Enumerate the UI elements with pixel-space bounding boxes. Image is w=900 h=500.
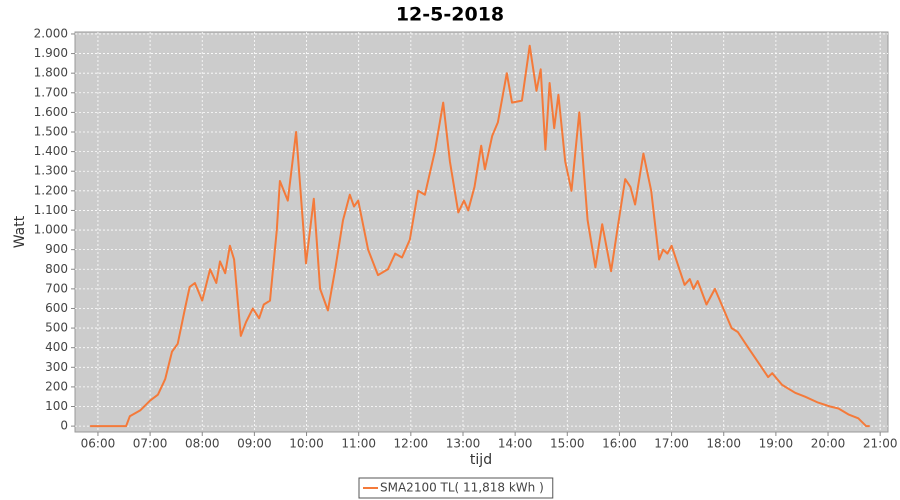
x-tick-label: 11:00 bbox=[341, 437, 376, 451]
y-tick-label: 1.600 bbox=[34, 105, 68, 119]
y-tick-label: 1.900 bbox=[34, 46, 68, 60]
y-tick-label: 500 bbox=[45, 321, 68, 335]
chart-title: 12-5-2018 bbox=[396, 4, 504, 26]
x-tick-label: 12:00 bbox=[394, 437, 429, 451]
y-tick-label: 1.400 bbox=[34, 144, 68, 158]
y-tick-label: 1.000 bbox=[34, 223, 68, 237]
y-tick-label: 400 bbox=[45, 340, 68, 354]
y-tick-label: 1.500 bbox=[34, 125, 68, 139]
y-tick-label: 1.800 bbox=[34, 66, 68, 80]
line bbox=[90, 44, 870, 428]
x-tick-label: 10:00 bbox=[289, 437, 324, 451]
x-tick-label: 21:00 bbox=[863, 437, 898, 451]
x-axis-title: tijd bbox=[470, 452, 492, 468]
y-tick-label: 900 bbox=[45, 242, 68, 256]
y-tick-label: 800 bbox=[45, 262, 68, 276]
legend-label: SMA2100 TL( 11,818 kWh ) bbox=[380, 481, 544, 495]
y-tick-label: 200 bbox=[45, 379, 68, 393]
x-tick-label: 07:00 bbox=[133, 437, 168, 451]
x-tick-label: 17:00 bbox=[654, 437, 689, 451]
x-tick-label: 20:00 bbox=[811, 437, 846, 451]
y-tick-label: 2.000 bbox=[34, 26, 68, 40]
y-tick-label: 1.300 bbox=[34, 164, 68, 178]
y-tick-label: 1.100 bbox=[34, 203, 68, 217]
y-axis-title: Watt bbox=[12, 215, 28, 248]
y-tick-label: 300 bbox=[45, 360, 68, 374]
legend-box bbox=[358, 477, 554, 499]
x-tick-label: 09:00 bbox=[237, 437, 272, 451]
y-tick-label: 600 bbox=[45, 301, 68, 315]
y-tick-label: 1.700 bbox=[34, 85, 68, 99]
y-tick-label: 0 bbox=[60, 419, 68, 433]
x-tick-label: 14:00 bbox=[498, 437, 533, 451]
plot-area bbox=[74, 31, 889, 433]
x-tick-label: 19:00 bbox=[759, 437, 794, 451]
x-tick-label: 06:00 bbox=[81, 437, 116, 451]
y-tick-label: 1.200 bbox=[34, 183, 68, 197]
x-tick-label: 13:00 bbox=[446, 437, 481, 451]
x-tick-label: 15:00 bbox=[550, 437, 585, 451]
x-tick-label: 18:00 bbox=[706, 437, 741, 451]
legend: SMA2100 TL( 11,818 kWh ) bbox=[358, 477, 554, 499]
y-tick-label: 100 bbox=[45, 399, 68, 413]
x-tick-label: 16:00 bbox=[602, 437, 637, 451]
x-tick-label: 08:00 bbox=[185, 437, 220, 451]
y-tick-label: 700 bbox=[45, 281, 68, 295]
